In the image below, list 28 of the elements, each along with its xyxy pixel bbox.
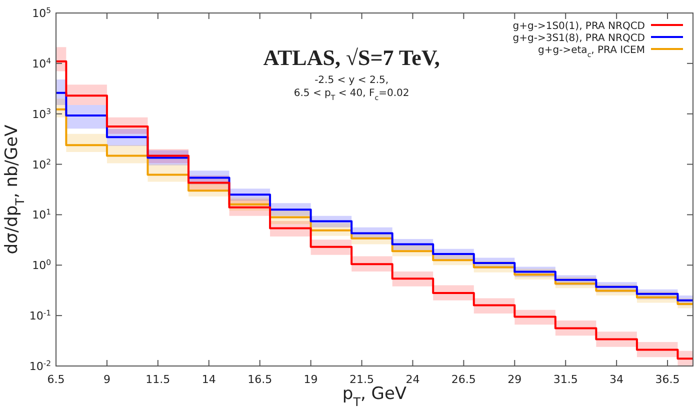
y-tick-label: 10$^{1}$ — [32, 207, 52, 222]
y-tick-label: 10$^{-1}$ — [29, 308, 52, 323]
x-tick-label: 26.5 — [451, 373, 476, 386]
x-tick-label: 31.5 — [553, 373, 578, 386]
x-tick-label: 14 — [202, 373, 216, 386]
legend-label: g+g->eta$_{c}$, PRA ICEM — [538, 45, 645, 59]
x-tick-label: 21.5 — [350, 373, 374, 386]
x-axis-title: p$_{T}$, GeV — [342, 384, 407, 408]
x-tick-label: 9 — [103, 373, 110, 386]
legend-label: g+g->3S1(8), PRA NRQCD — [512, 33, 646, 44]
x-tick-label: 19 — [304, 373, 318, 386]
y-tick-label: 10$^{2}$ — [32, 156, 52, 172]
y-tick-label: 10$^{-2}$ — [29, 358, 52, 373]
legend-label: g+g->1S0(1), PRA NRQCD — [512, 21, 646, 32]
x-tick-label: 29 — [508, 373, 522, 386]
y-tick-label: 10$^{3}$ — [32, 106, 52, 121]
x-tick-label: 34 — [610, 373, 624, 386]
y-tick-label: 10$^{4}$ — [32, 56, 52, 70]
annotation: ATLAS, √S=7 TeV, — [263, 45, 440, 70]
x-tick-label: 16.5 — [248, 373, 272, 386]
x-tick-label: 24 — [406, 373, 420, 386]
x-tick-label: 11.5 — [146, 373, 170, 386]
y-tick-label: 10$^{5}$ — [32, 6, 52, 20]
y-tick-label: 10$^{0}$ — [32, 258, 52, 272]
annotation: -2.5 < y < 2.5, — [314, 75, 389, 86]
annotation: 6.5 < p$_{T}$ < 40, F$_{c}$=0.02 — [294, 88, 410, 102]
x-tick-label: 6.5 — [47, 373, 65, 386]
x-tick-label: 36.5 — [655, 373, 680, 386]
